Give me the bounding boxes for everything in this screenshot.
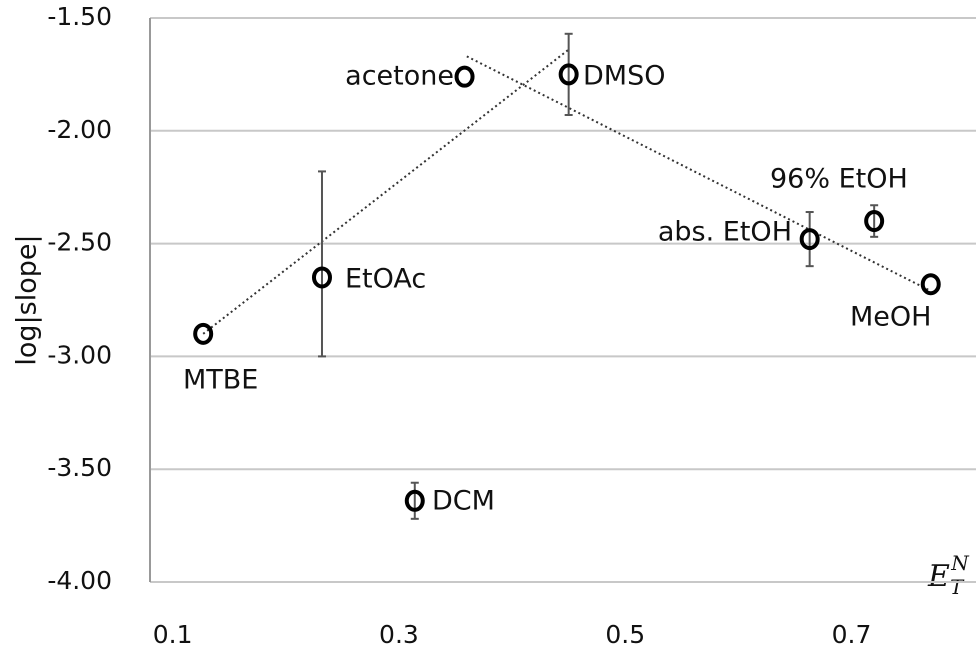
point-label: 96% EtOH — [770, 164, 908, 195]
point — [193, 322, 214, 345]
x-label-base: E — [927, 559, 950, 594]
y-axis-label: log|slope| — [12, 234, 43, 365]
point — [920, 273, 941, 296]
x-tick-label: 0.5 — [605, 620, 645, 649]
point — [311, 266, 332, 289]
y-tick-label: -3.00 — [47, 340, 112, 369]
trendline — [466, 55, 932, 292]
point-label: MTBE — [183, 365, 258, 396]
y-tick-label: -1.50 — [47, 2, 112, 31]
x-tick-label: 0.1 — [153, 620, 193, 649]
point — [558, 63, 579, 86]
x-tick-label: 0.7 — [832, 620, 872, 649]
point-label: DMSO — [583, 61, 665, 92]
point-label: acetone — [345, 61, 454, 92]
point-label: MeOH — [850, 302, 931, 333]
y-tick-label: -4.00 — [47, 566, 112, 595]
x-label-sup: N — [950, 551, 970, 575]
y-tick-label: -3.50 — [47, 453, 112, 482]
x-tick-label: 0.3 — [379, 620, 419, 649]
point-label: EtOAc — [345, 264, 426, 295]
trendline — [202, 48, 570, 335]
y-tick-label: -2.50 — [47, 228, 112, 257]
x-label-sub: T — [950, 575, 965, 599]
x-axis-label: ETN — [927, 551, 970, 599]
point — [454, 65, 475, 88]
point-label: abs. EtOH — [658, 217, 792, 248]
point — [799, 228, 820, 251]
point-label: DCM — [432, 486, 495, 517]
point — [864, 210, 885, 233]
point — [404, 489, 425, 512]
y-tick-label: -2.00 — [47, 115, 112, 144]
